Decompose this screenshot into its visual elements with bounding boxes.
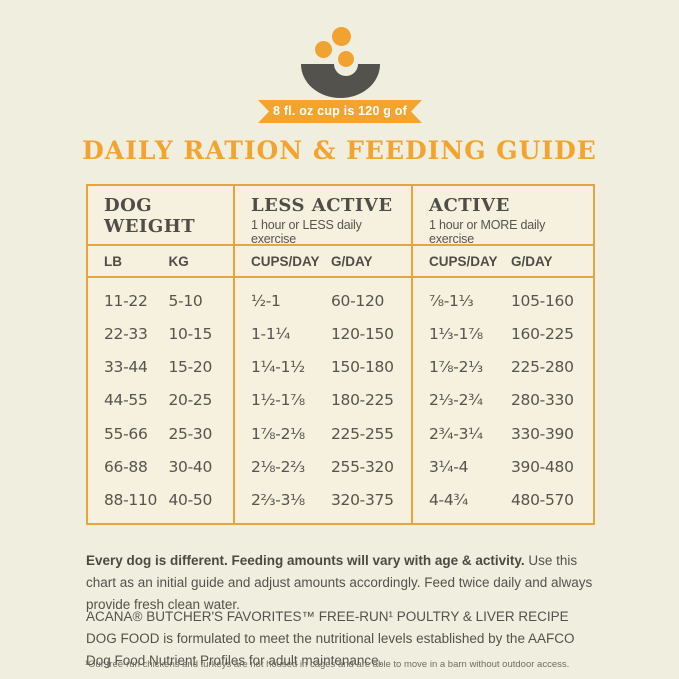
group-header: ACTIVE 1 hour or MORE daily exercise — [413, 186, 593, 246]
table-row: 1-1¼ 120-150 — [235, 317, 411, 350]
table-cell: 390-480 — [511, 458, 574, 477]
table-cell: 480-570 — [511, 491, 574, 510]
table-cell: 1-1¼ — [251, 324, 291, 343]
table-cell: 33-44 — [104, 358, 148, 377]
table-cell: 1⅞-2⅓ — [429, 358, 483, 377]
feeding-table: DOG WEIGHT LB KG 11-22 5-10 22-33 10-15 33-4… — [86, 184, 595, 525]
column-header-cups: CUPS/DAY — [429, 253, 498, 269]
column-headers: LB KG — [88, 244, 233, 278]
table-row: 88-110 40-50 — [88, 484, 233, 517]
table-cell: 2⅔-3⅛ — [251, 491, 305, 510]
table-row: 11-22 5-10 — [88, 284, 233, 317]
table-row: 1¼-1½ 150-180 — [235, 351, 411, 384]
group-header: DOG WEIGHT — [88, 186, 233, 244]
table-cell: 2⅛-2⅔ — [251, 458, 305, 477]
table-row: 2⅛-2⅔ 255-320 — [235, 450, 411, 483]
table-cell: 4-4¾ — [429, 491, 469, 510]
table-cell: 1¼-1½ — [251, 358, 305, 377]
table-cell: 20-25 — [168, 391, 213, 410]
table-cell: 255-320 — [331, 458, 394, 477]
table-cell: 3¼-4 — [429, 458, 469, 477]
table-cell: 60-120 — [331, 291, 385, 310]
table-cell: 10-15 — [168, 324, 213, 343]
table-cell: 320-375 — [331, 491, 394, 510]
table-row: 2¾-3¼ 330-390 — [413, 417, 593, 450]
table-cell: 25-30 — [168, 424, 213, 443]
group-title: DOG WEIGHT — [104, 195, 196, 237]
table-cell: 30-40 — [168, 458, 213, 477]
table-row: 33-44 15-20 — [88, 351, 233, 384]
table-cell: 280-330 — [511, 391, 574, 410]
table-cell: 15-20 — [168, 358, 213, 377]
table-group-less-active: LESS ACTIVE 1 hour or LESS daily exercis… — [235, 186, 413, 523]
table-row: 66-88 30-40 — [88, 450, 233, 483]
table-row: 1½-1⅞ 180-225 — [235, 384, 411, 417]
column-header-grams: G/DAY — [331, 253, 373, 269]
table-row: 3¼-4 390-480 — [413, 450, 593, 483]
table-cell: 180-225 — [331, 391, 394, 410]
feeding-note-rest: Use this chart as an initial guide and a… — [86, 552, 593, 612]
column-header-grams: G/DAY — [511, 253, 553, 269]
table-cell: 330-390 — [511, 424, 574, 443]
free-run-footnote: ¹Our free-run chickens and turkeys are n… — [85, 658, 570, 670]
table-rows: ½-1 60-120 1-1¼ 120-150 1¼-1½ 150-180 1½-1⅞ 180… — [235, 278, 411, 523]
feeding-note-bold: Every dog is different. Feeding amounts … — [86, 552, 525, 568]
table-cell: 55-66 — [104, 424, 148, 443]
table-cell: 22-33 — [104, 324, 148, 343]
table-cell: 11-22 — [104, 291, 148, 310]
group-subtitle: 1 hour or MORE daily exercise — [429, 218, 546, 246]
table-cell: 40-50 — [168, 491, 213, 510]
table-row: 55-66 25-30 — [88, 417, 233, 450]
table-cell: 160-225 — [511, 324, 574, 343]
table-row: 4-4¾ 480-570 — [413, 484, 593, 517]
table-cell: 66-88 — [104, 458, 148, 477]
table-cell: 105-160 — [511, 291, 574, 310]
table-cell: 88-110 — [104, 491, 158, 510]
column-header-kg: KG — [168, 253, 189, 269]
table-row: 1⅓-1⅞ 160-225 — [413, 317, 593, 350]
table-row: ½-1 60-120 — [235, 284, 411, 317]
table-cell: 150-180 — [331, 358, 394, 377]
group-title: ACTIVE — [429, 195, 510, 216]
group-title: LESS ACTIVE — [251, 195, 393, 216]
table-cell: ⅞-1⅓ — [429, 291, 474, 310]
table-rows: ⅞-1⅓ 105-160 1⅓-1⅞ 160-225 1⅞-2⅓ 225-280 2⅓-2¾… — [413, 278, 593, 523]
feeding-note: Every dog is different. Feeding amounts … — [86, 550, 598, 616]
cup-measure-banner: 8 fl. oz cup is 120 g of food — [258, 100, 422, 123]
table-cell: 2¾-3¼ — [429, 424, 483, 443]
table-cell: 120-150 — [331, 324, 394, 343]
kibble-dot-icon — [315, 41, 332, 58]
table-cell: 1⅞-2⅛ — [251, 424, 305, 443]
table-cell: ½-1 — [251, 291, 281, 310]
table-cell: 2⅓-2¾ — [429, 391, 483, 410]
column-header-lb: LB — [104, 253, 122, 269]
kibble-dot-icon — [332, 27, 351, 46]
table-row: 1⅞-2⅓ 225-280 — [413, 351, 593, 384]
table-group-active: ACTIVE 1 hour or MORE daily exercise CUP… — [413, 186, 593, 523]
column-headers: CUPS/DAY G/DAY — [413, 244, 593, 278]
column-header-cups: CUPS/DAY — [251, 253, 320, 269]
kibble-dot-icon — [338, 51, 354, 67]
table-cell: 5-10 — [168, 291, 203, 310]
table-row: 2⅔-3⅛ 320-375 — [235, 484, 411, 517]
table-row: 1⅞-2⅛ 225-255 — [235, 417, 411, 450]
table-row: ⅞-1⅓ 105-160 — [413, 284, 593, 317]
table-row: 22-33 10-15 — [88, 317, 233, 350]
group-header: LESS ACTIVE 1 hour or LESS daily exercis… — [235, 186, 411, 246]
table-cell: 225-255 — [331, 424, 394, 443]
table-row: 2⅓-2¾ 280-330 — [413, 384, 593, 417]
table-cell: 44-55 — [104, 391, 148, 410]
page-title: DAILY RATION & FEEDING GUIDE — [82, 136, 597, 165]
table-cell: 225-280 — [511, 358, 574, 377]
table-group-dog-weight: DOG WEIGHT LB KG 11-22 5-10 22-33 10-15 33-4… — [88, 186, 235, 523]
table-row: 44-55 20-25 — [88, 384, 233, 417]
table-cell: 1½-1⅞ — [251, 391, 305, 410]
table-cell: 1⅓-1⅞ — [429, 324, 483, 343]
aafco-statement: ACANA® BUTCHER'S FAVORITES™ FREE-RUN¹ PO… — [86, 608, 575, 668]
group-subtitle: 1 hour or LESS daily exercise — [251, 218, 362, 246]
column-headers: CUPS/DAY G/DAY — [235, 244, 411, 278]
table-rows: 11-22 5-10 22-33 10-15 33-44 15-20 44-55 20-25 5… — [88, 278, 233, 523]
